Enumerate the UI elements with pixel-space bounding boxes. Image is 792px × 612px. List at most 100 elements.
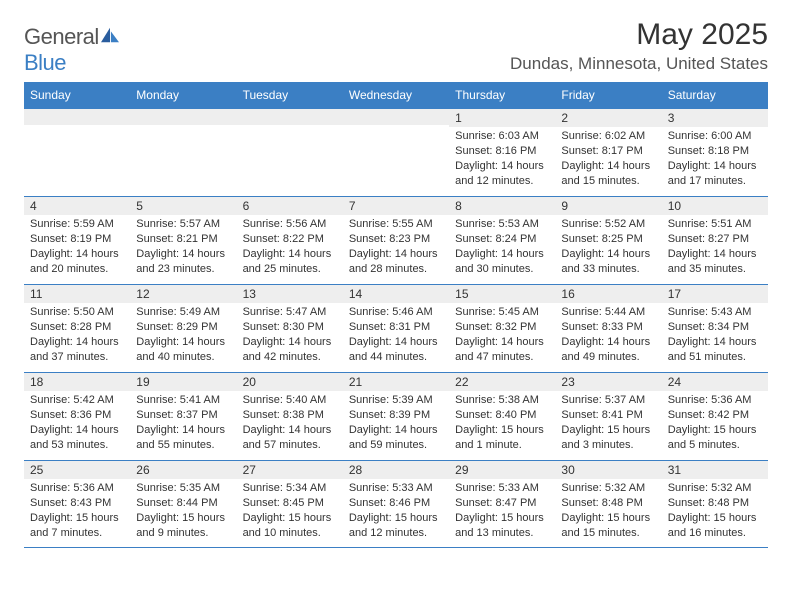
calendar-cell: 18Sunrise: 5:42 AMSunset: 8:36 PMDayligh… xyxy=(24,372,130,460)
daylight-text: Daylight: 14 hours and 51 minutes. xyxy=(668,335,762,365)
daylight-text: Daylight: 15 hours and 3 minutes. xyxy=(561,423,655,453)
daylight-text: Daylight: 15 hours and 1 minute. xyxy=(455,423,549,453)
weekday-header: Wednesday xyxy=(343,82,449,108)
day-details: Sunrise: 5:33 AMSunset: 8:46 PMDaylight:… xyxy=(343,479,449,544)
day-details: Sunrise: 6:03 AMSunset: 8:16 PMDaylight:… xyxy=(449,127,555,192)
sunrise-text: Sunrise: 5:53 AM xyxy=(455,217,549,232)
day-details: Sunrise: 5:55 AMSunset: 8:23 PMDaylight:… xyxy=(343,215,449,280)
day-details: Sunrise: 5:36 AMSunset: 8:43 PMDaylight:… xyxy=(24,479,130,544)
brand-logo: General Blue xyxy=(24,18,121,76)
daylight-text: Daylight: 15 hours and 9 minutes. xyxy=(136,511,230,541)
sunset-text: Sunset: 8:44 PM xyxy=(136,496,230,511)
sunrise-text: Sunrise: 5:33 AM xyxy=(349,481,443,496)
daylight-text: Daylight: 14 hours and 40 minutes. xyxy=(136,335,230,365)
day-number: 11 xyxy=(24,285,130,303)
sunset-text: Sunset: 8:19 PM xyxy=(30,232,124,247)
day-number: 12 xyxy=(130,285,236,303)
sunrise-text: Sunrise: 5:37 AM xyxy=(561,393,655,408)
calendar-cell: 28Sunrise: 5:33 AMSunset: 8:46 PMDayligh… xyxy=(343,460,449,548)
day-number: 16 xyxy=(555,285,661,303)
daylight-text: Daylight: 14 hours and 44 minutes. xyxy=(349,335,443,365)
day-details: Sunrise: 5:46 AMSunset: 8:31 PMDaylight:… xyxy=(343,303,449,368)
sunset-text: Sunset: 8:34 PM xyxy=(668,320,762,335)
sunset-text: Sunset: 8:40 PM xyxy=(455,408,549,423)
day-number: 6 xyxy=(237,197,343,215)
daylight-text: Daylight: 14 hours and 15 minutes. xyxy=(561,159,655,189)
day-number: 22 xyxy=(449,373,555,391)
sunrise-text: Sunrise: 6:00 AM xyxy=(668,129,762,144)
sunrise-text: Sunrise: 5:57 AM xyxy=(136,217,230,232)
calendar-grid: 1Sunrise: 6:03 AMSunset: 8:16 PMDaylight… xyxy=(24,108,768,548)
calendar-cell: 21Sunrise: 5:39 AMSunset: 8:39 PMDayligh… xyxy=(343,372,449,460)
calendar-cell: 19Sunrise: 5:41 AMSunset: 8:37 PMDayligh… xyxy=(130,372,236,460)
daylight-text: Daylight: 15 hours and 16 minutes. xyxy=(668,511,762,541)
day-number: 25 xyxy=(24,461,130,479)
sunrise-text: Sunrise: 5:55 AM xyxy=(349,217,443,232)
weekday-header: Sunday xyxy=(24,82,130,108)
sunset-text: Sunset: 8:45 PM xyxy=(243,496,337,511)
day-details: Sunrise: 5:35 AMSunset: 8:44 PMDaylight:… xyxy=(130,479,236,544)
calendar-cell: 27Sunrise: 5:34 AMSunset: 8:45 PMDayligh… xyxy=(237,460,343,548)
sunrise-text: Sunrise: 5:32 AM xyxy=(668,481,762,496)
day-number: 24 xyxy=(662,373,768,391)
weekday-header: Friday xyxy=(555,82,661,108)
day-number: 20 xyxy=(237,373,343,391)
day-details: Sunrise: 5:41 AMSunset: 8:37 PMDaylight:… xyxy=(130,391,236,456)
sunset-text: Sunset: 8:46 PM xyxy=(349,496,443,511)
sunrise-text: Sunrise: 5:32 AM xyxy=(561,481,655,496)
day-number-empty xyxy=(130,109,236,125)
daylight-text: Daylight: 14 hours and 25 minutes. xyxy=(243,247,337,277)
calendar-cell: 12Sunrise: 5:49 AMSunset: 8:29 PMDayligh… xyxy=(130,284,236,372)
sunset-text: Sunset: 8:25 PM xyxy=(561,232,655,247)
sunrise-text: Sunrise: 5:39 AM xyxy=(349,393,443,408)
daylight-text: Daylight: 14 hours and 17 minutes. xyxy=(668,159,762,189)
daylight-text: Daylight: 14 hours and 55 minutes. xyxy=(136,423,230,453)
day-number: 9 xyxy=(555,197,661,215)
day-details: Sunrise: 5:36 AMSunset: 8:42 PMDaylight:… xyxy=(662,391,768,456)
day-details: Sunrise: 5:32 AMSunset: 8:48 PMDaylight:… xyxy=(555,479,661,544)
calendar-cell: 30Sunrise: 5:32 AMSunset: 8:48 PMDayligh… xyxy=(555,460,661,548)
sunset-text: Sunset: 8:24 PM xyxy=(455,232,549,247)
day-number-empty xyxy=(343,109,449,125)
sunrise-text: Sunrise: 5:33 AM xyxy=(455,481,549,496)
day-details: Sunrise: 5:56 AMSunset: 8:22 PMDaylight:… xyxy=(237,215,343,280)
calendar-cell: 7Sunrise: 5:55 AMSunset: 8:23 PMDaylight… xyxy=(343,196,449,284)
day-number: 5 xyxy=(130,197,236,215)
daylight-text: Daylight: 14 hours and 12 minutes. xyxy=(455,159,549,189)
day-number: 14 xyxy=(343,285,449,303)
sunset-text: Sunset: 8:41 PM xyxy=(561,408,655,423)
calendar-cell: 26Sunrise: 5:35 AMSunset: 8:44 PMDayligh… xyxy=(130,460,236,548)
day-number: 10 xyxy=(662,197,768,215)
daylight-text: Daylight: 14 hours and 59 minutes. xyxy=(349,423,443,453)
day-number: 31 xyxy=(662,461,768,479)
day-details: Sunrise: 5:40 AMSunset: 8:38 PMDaylight:… xyxy=(237,391,343,456)
day-details: Sunrise: 6:02 AMSunset: 8:17 PMDaylight:… xyxy=(555,127,661,192)
day-details: Sunrise: 5:34 AMSunset: 8:45 PMDaylight:… xyxy=(237,479,343,544)
calendar-cell: 13Sunrise: 5:47 AMSunset: 8:30 PMDayligh… xyxy=(237,284,343,372)
daylight-text: Daylight: 14 hours and 23 minutes. xyxy=(136,247,230,277)
sunrise-text: Sunrise: 5:36 AM xyxy=(30,481,124,496)
day-number: 23 xyxy=(555,373,661,391)
sunset-text: Sunset: 8:43 PM xyxy=(30,496,124,511)
day-number: 21 xyxy=(343,373,449,391)
day-details: Sunrise: 5:57 AMSunset: 8:21 PMDaylight:… xyxy=(130,215,236,280)
day-details: Sunrise: 5:43 AMSunset: 8:34 PMDaylight:… xyxy=(662,303,768,368)
sunrise-text: Sunrise: 6:02 AM xyxy=(561,129,655,144)
calendar-cell: 2Sunrise: 6:02 AMSunset: 8:17 PMDaylight… xyxy=(555,108,661,196)
weekday-header: Tuesday xyxy=(237,82,343,108)
daylight-text: Daylight: 15 hours and 15 minutes. xyxy=(561,511,655,541)
sunrise-text: Sunrise: 6:03 AM xyxy=(455,129,549,144)
sunset-text: Sunset: 8:47 PM xyxy=(455,496,549,511)
day-number: 26 xyxy=(130,461,236,479)
sunrise-text: Sunrise: 5:36 AM xyxy=(668,393,762,408)
sunset-text: Sunset: 8:42 PM xyxy=(668,408,762,423)
day-number: 17 xyxy=(662,285,768,303)
sunrise-text: Sunrise: 5:49 AM xyxy=(136,305,230,320)
calendar-cell: 31Sunrise: 5:32 AMSunset: 8:48 PMDayligh… xyxy=(662,460,768,548)
sunrise-text: Sunrise: 5:42 AM xyxy=(30,393,124,408)
daylight-text: Daylight: 15 hours and 10 minutes. xyxy=(243,511,337,541)
sunrise-text: Sunrise: 5:56 AM xyxy=(243,217,337,232)
daylight-text: Daylight: 15 hours and 7 minutes. xyxy=(30,511,124,541)
day-number: 1 xyxy=(449,109,555,127)
daylight-text: Daylight: 14 hours and 53 minutes. xyxy=(30,423,124,453)
